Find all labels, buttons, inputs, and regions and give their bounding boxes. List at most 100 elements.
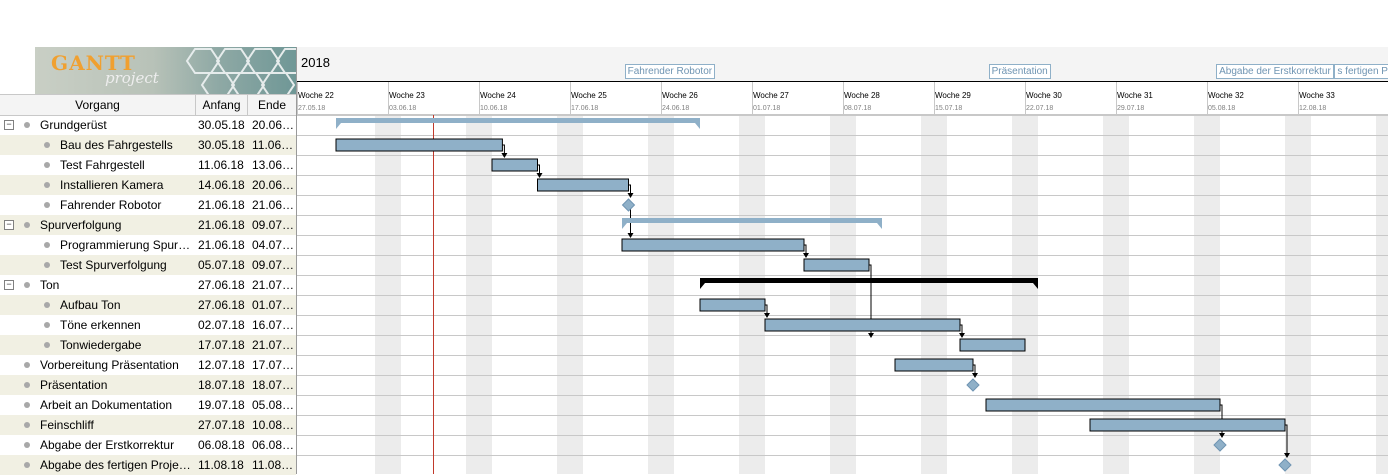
task-row[interactable]: − Grundgerüst 30.05.18 20.06.18	[0, 115, 296, 135]
task-row[interactable]: Vorbereitung Präsentation 12.07.18 17.07.1…	[0, 355, 296, 375]
task-row[interactable]: Test Fahrgestell 11.06.18 13.06.18	[0, 155, 296, 175]
week-label: Woche 28	[844, 91, 880, 100]
task-row[interactable]: Bau des Fahrgestells 30.05.18 11.06.18	[0, 135, 296, 155]
task-row[interactable]: Abgabe des fertigen Projekts 11.08.18 11.0…	[0, 455, 296, 475]
week-label: Woche 29	[935, 91, 971, 100]
task-bar[interactable]	[803, 258, 870, 272]
task-name[interactable]: Präsentation	[40, 378, 108, 392]
milestone-diamond-icon[interactable]	[966, 378, 980, 392]
task-bar[interactable]	[985, 398, 1221, 412]
task-name[interactable]: Bau des Fahrgestells	[60, 138, 173, 152]
task-name[interactable]: Test Fahrgestell	[60, 158, 145, 172]
task-name[interactable]: Grundgerüst	[40, 118, 107, 132]
gantt-bars-canvas[interactable]	[297, 115, 1388, 474]
task-bullet-icon	[44, 322, 50, 328]
column-header-start[interactable]: Anfang	[196, 95, 248, 115]
week-date: 17.06.18	[571, 105, 599, 112]
week-divider	[843, 82, 844, 114]
weekend-column	[1194, 115, 1220, 474]
summary-bar[interactable]	[336, 118, 700, 129]
task-name[interactable]: Abgabe des fertigen Projekts	[40, 458, 194, 472]
task-bullet-icon	[44, 262, 50, 268]
task-bullet-icon	[44, 242, 50, 248]
dependency-arrowhead	[627, 193, 634, 198]
task-name[interactable]: Abgabe der Erstkorrektur	[40, 438, 175, 452]
task-bar[interactable]	[699, 298, 766, 312]
task-row[interactable]: Test Spurverfolgung 05.07.18 09.07.18	[0, 255, 296, 275]
week-divider	[570, 82, 571, 114]
task-bar[interactable]	[335, 138, 503, 152]
milestone-diamond-icon[interactable]	[1213, 438, 1227, 452]
task-bar[interactable]	[894, 358, 974, 372]
dependency-arrow	[973, 364, 976, 374]
dependency-arrow	[765, 304, 768, 314]
task-row[interactable]: Arbeit an Dokumentation 19.07.18 05.08.18	[0, 395, 296, 415]
task-row[interactable]: Töne erkennen 02.07.18 16.07.18	[0, 315, 296, 335]
task-row[interactable]: Installieren Kamera 14.06.18 20.06.18	[0, 175, 296, 195]
task-start: 05.07.18	[198, 258, 245, 272]
task-row[interactable]: Feinschliff 27.07.18 10.08.18	[0, 415, 296, 435]
week-date: 22.07.18	[1026, 105, 1054, 112]
task-name[interactable]: Programmierung Spurverfolgung	[60, 238, 194, 252]
week-date: 24.06.18	[662, 105, 690, 112]
task-name[interactable]: Arbeit an Dokumentation	[40, 398, 173, 412]
task-start: 27.07.18	[198, 418, 245, 432]
task-bullet-icon	[24, 122, 30, 128]
week-label: Woche 23	[389, 91, 425, 100]
weekend-column	[739, 115, 765, 474]
task-start: 11.06.18	[198, 158, 244, 172]
milestone-diamond-icon[interactable]	[621, 198, 636, 212]
collapse-toggle-icon[interactable]: −	[4, 220, 14, 230]
task-bullet-icon	[44, 342, 50, 348]
year-label: 2018	[301, 55, 330, 70]
column-header-end[interactable]: Ende	[257, 98, 287, 112]
task-bar[interactable]	[959, 338, 1026, 352]
task-start: 14.06.18	[198, 178, 245, 192]
collapse-toggle-icon[interactable]: −	[4, 280, 14, 290]
task-end: 11.06.18	[252, 138, 296, 152]
week-label: Woche 25	[571, 91, 607, 100]
task-row[interactable]: Programmierung Spurverfolgung 21.06.18 04.…	[0, 235, 296, 255]
task-bar[interactable]	[764, 318, 961, 332]
task-bullet-icon	[24, 422, 30, 428]
task-row[interactable]: Abgabe der Erstkorrektur 06.08.18 06.08.18	[0, 435, 296, 455]
task-bar[interactable]	[1089, 418, 1286, 432]
task-row[interactable]: − Spurverfolgung 21.06.18 09.07.18	[0, 215, 296, 235]
summary-bar[interactable]	[622, 218, 882, 229]
week-date: 27.05.18	[298, 105, 326, 112]
task-bar[interactable]	[621, 238, 805, 252]
task-row[interactable]: Aufbau Ton 27.06.18 01.07.18	[0, 295, 296, 315]
task-name[interactable]: Installieren Kamera	[60, 178, 164, 192]
task-name[interactable]: Test Spurverfolgung	[60, 258, 167, 272]
task-end: 10.08.18	[252, 418, 296, 432]
weekend-column	[375, 115, 401, 474]
milestone-diamond-icon[interactable]	[1278, 458, 1292, 472]
task-name[interactable]: Tonwiedergabe	[60, 338, 142, 352]
task-bar[interactable]	[537, 178, 629, 192]
task-name[interactable]: Ton	[40, 278, 60, 292]
week-divider	[934, 82, 935, 114]
weekend-column	[1103, 115, 1129, 474]
task-name[interactable]: Töne erkennen	[60, 318, 141, 332]
splitter[interactable]	[296, 47, 297, 474]
task-bullet-icon	[24, 442, 30, 448]
task-row[interactable]: Präsentation 18.07.18 18.07.18	[0, 375, 296, 395]
task-name[interactable]: Spurverfolgung	[40, 218, 122, 232]
task-end: 09.07.18	[252, 218, 296, 232]
task-bullet-icon	[24, 402, 30, 408]
task-name[interactable]: Fahrender Robotor	[60, 198, 162, 212]
collapse-toggle-icon[interactable]: −	[4, 120, 14, 130]
task-bar[interactable]	[491, 158, 538, 172]
task-row[interactable]: − Ton 27.06.18 21.07.18	[0, 275, 296, 295]
task-name[interactable]: Aufbau Ton	[60, 298, 121, 312]
task-row[interactable]: Tonwiedergabe 17.07.18 21.07.18	[0, 335, 296, 355]
week-divider	[1207, 82, 1208, 114]
dependency-arrowhead	[868, 333, 874, 338]
task-row[interactable]: Fahrender Robotor 21.06.18 21.06.18	[0, 195, 296, 215]
task-end: 20.06.18	[252, 118, 296, 132]
task-name[interactable]: Vorbereitung Präsentation	[40, 358, 179, 372]
task-name[interactable]: Feinschliff	[40, 418, 94, 432]
column-header-task[interactable]: Vorgang	[0, 95, 196, 115]
summary-bar[interactable]	[700, 278, 1038, 289]
week-label: Woche 32	[1208, 91, 1244, 100]
